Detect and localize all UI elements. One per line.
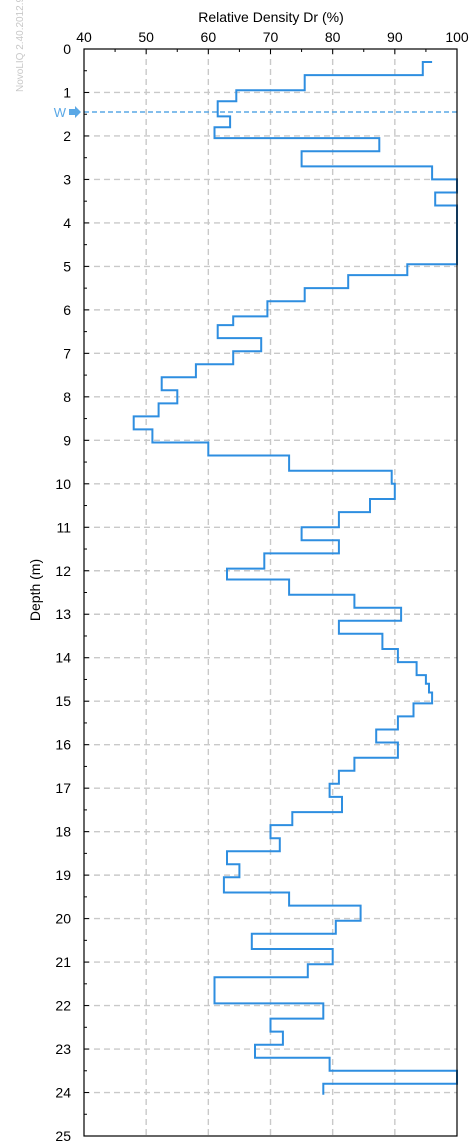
y-tick-label: 12 (55, 563, 71, 579)
y-tick-label: 3 (63, 171, 71, 187)
x-tick-label: 40 (76, 29, 92, 45)
water-table: W (54, 105, 457, 120)
y-tick-label: 23 (55, 1041, 71, 1057)
y-tick-label: 5 (63, 258, 71, 274)
y-axis: 0123456789101112131415161718192021222324… (55, 41, 89, 1144)
x-tick-label: 90 (387, 29, 403, 45)
water-table-arrow-icon (69, 106, 81, 119)
grid (84, 49, 457, 1136)
y-tick-label: 6 (63, 302, 71, 318)
x-tick-label: 80 (325, 29, 341, 45)
y-tick-label: 24 (55, 1085, 71, 1101)
x-axis: 40 50 60 70 80 90 100 (76, 29, 469, 54)
y-tick-label: 21 (55, 954, 71, 970)
water-table-label: W (54, 105, 67, 120)
watermark-text: NovoLIQ 2.40.2012.923 (15, 0, 26, 92)
y-tick-label: 22 (55, 998, 71, 1014)
y-tick-label: 13 (55, 606, 71, 622)
y-tick-label: 16 (55, 737, 71, 753)
series-layer (132, 61, 458, 1095)
y-tick-label: 7 (63, 345, 71, 361)
y-tick-label: 1 (63, 84, 71, 100)
y-axis-title: Depth (m) (27, 559, 43, 621)
y-tick-label: 2 (63, 128, 71, 144)
y-tick-label: 8 (63, 389, 71, 405)
y-tick-label: 11 (56, 519, 71, 535)
y-tick-label: 19 (55, 867, 71, 883)
y-tick-label: 14 (55, 650, 71, 666)
x-tick-label: 60 (201, 29, 217, 45)
y-tick-label: 20 (55, 911, 71, 927)
x-tick-label: 50 (138, 29, 154, 45)
x-tick-label: 100 (445, 29, 469, 45)
y-tick-label: 4 (63, 215, 71, 231)
y-tick-label: 18 (55, 824, 71, 840)
y-tick-label: 17 (55, 780, 71, 796)
x-tick-label: 70 (263, 29, 279, 45)
y-tick-label: 9 (63, 432, 71, 448)
y-tick-label: 25 (55, 1128, 71, 1144)
density-profile-line (132, 61, 458, 1095)
y-tick-label: 0 (63, 41, 71, 57)
y-tick-label: 10 (55, 476, 71, 492)
x-axis-title: Relative Density Dr (%) (198, 9, 343, 25)
y-tick-label: 15 (55, 693, 71, 709)
